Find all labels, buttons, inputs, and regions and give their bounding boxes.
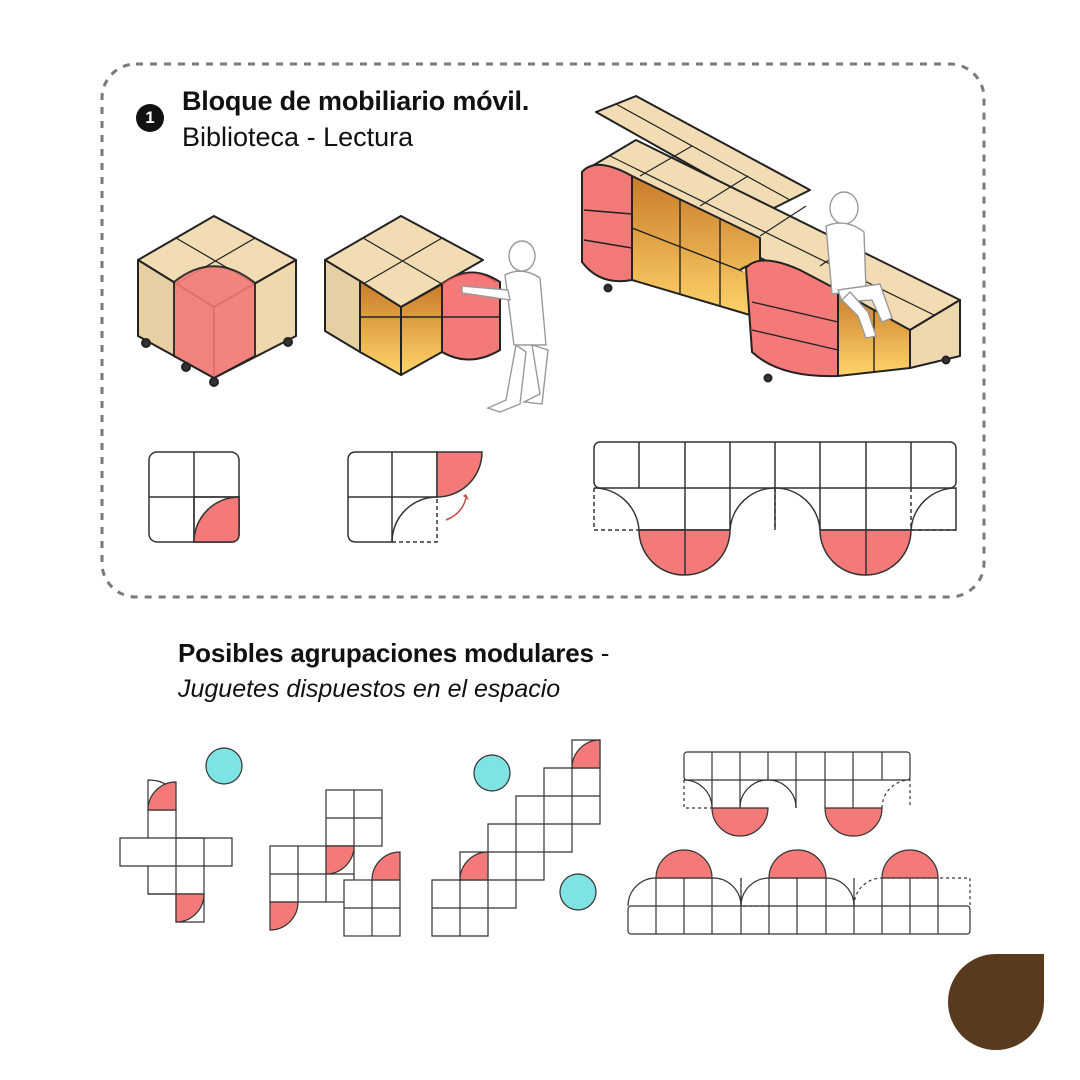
grouping-row-top <box>683 751 911 837</box>
plan-square-module <box>148 451 240 543</box>
iso-block-single <box>137 215 297 387</box>
section2-heading: Posibles agrupaciones modulares - Juguet… <box>178 638 609 704</box>
section-frame <box>100 62 986 599</box>
grouping-diagonal <box>431 739 601 937</box>
section2-title-line: Posibles agrupaciones modulares - <box>178 638 609 669</box>
person-figure-pushing <box>461 240 549 413</box>
grouping-stairs <box>269 789 401 937</box>
section2-subtitle: Juguetes dispuestos en el espacio <box>178 675 561 703</box>
round-stool-a <box>205 747 243 785</box>
plan-square-rotated <box>347 451 483 543</box>
person-figure-sitting <box>825 191 893 339</box>
section2-separator: - <box>600 638 610 668</box>
iso-block-open <box>324 215 501 376</box>
brand-drop-icon <box>948 954 1044 1050</box>
grouping-row-bottom <box>627 849 971 935</box>
grouping-cross <box>119 779 233 923</box>
plan-long-assembly <box>593 441 957 576</box>
round-stool-c <box>559 873 597 911</box>
section-number-badge: 1 <box>136 104 164 132</box>
section1-title: Bloque de mobiliario móvil. <box>182 86 530 116</box>
section1-subtitle: Biblioteca - Lectura <box>182 122 414 152</box>
section2-title: Posibles agrupaciones modulares <box>178 638 594 668</box>
iso-assembly-long <box>581 95 961 383</box>
round-stool-b <box>473 754 511 792</box>
